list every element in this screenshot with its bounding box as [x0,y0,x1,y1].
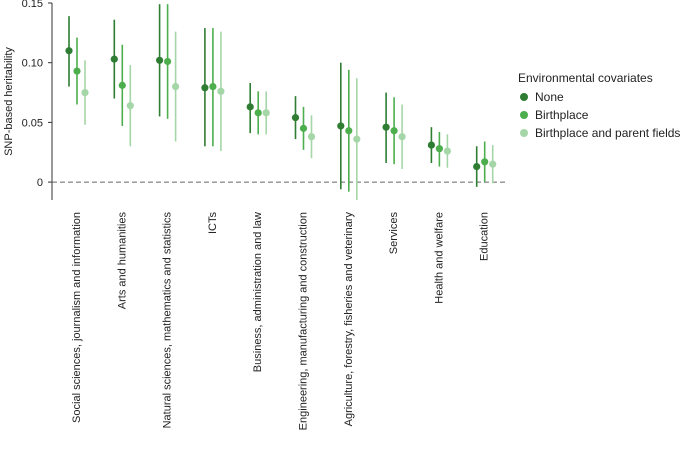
x-tick-label: Education [479,212,491,261]
legend-label: Birthplace and parent fields [535,126,680,140]
legend-marker [520,111,528,119]
data-point [201,84,209,92]
legend-label: Birthplace [535,108,589,122]
data-point [164,57,172,66]
x-tick-label: Natural sciences, mathematics and statis… [162,212,174,429]
y-tick-label: 0.10 [22,58,43,70]
data-point [473,162,481,171]
data-point [118,81,126,89]
data-point [307,133,316,141]
data-point [435,145,443,153]
data-point [81,88,89,97]
data-point [217,87,225,95]
legend-marker [520,129,528,137]
data-point [443,147,451,155]
data-point [382,123,390,131]
legend-title: Environmental covariates [518,71,653,85]
data-point [156,56,164,64]
data-point [353,135,361,143]
y-tick-label: 0.05 [22,117,43,129]
x-tick-label: Social sciences, journalism and informat… [71,212,83,423]
x-tick-label: Business, administration and law [252,212,264,372]
data-point [172,82,180,91]
data-point [246,103,254,111]
x-tick-label: ICTs [207,212,219,235]
x-tick-label: Health and welfare [433,212,445,304]
x-tick-label: Engineering, manufacturing and construct… [298,212,310,430]
data-point [427,141,435,149]
data-point [110,55,118,63]
data-point [126,102,134,110]
data-point [345,127,353,135]
data-point [254,109,262,117]
legend: Environmental covariates None Birthplace B… [518,71,680,140]
legend-marker [520,93,528,101]
x-tick-label: Services [388,212,400,255]
data-point [481,158,489,166]
data-point [262,109,270,117]
data-point [299,124,308,132]
y-tick-label: 0.15 [22,0,43,10]
data-point [489,160,497,168]
x-tick-label: Arts and humanities [116,212,128,310]
legend-label: None [535,90,564,104]
data-point [337,122,345,130]
y-tick-label: 0 [37,177,43,189]
data-point [65,47,73,55]
data-point [73,67,81,75]
data-point [390,127,398,135]
y-axis-title: SNP-based heritability [3,47,15,156]
x-tick-label: Agriculture, forestry, fisheries and vet… [343,212,355,427]
data-point [398,133,406,141]
data-point [209,82,217,91]
plot-area: 0 0.05 0.10 0.15 SNP-based heritability Socia… [3,0,508,430]
data-point [291,114,300,122]
